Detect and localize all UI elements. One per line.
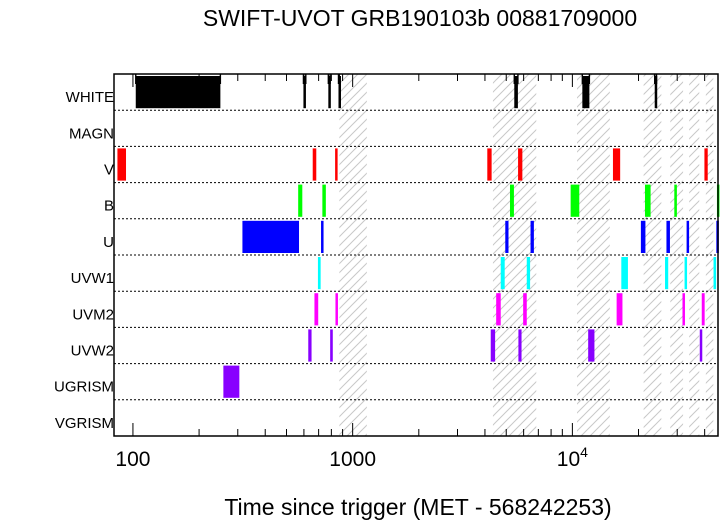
exposure-bar-b [570,184,580,217]
exposure-bar-uvm2 [701,293,705,326]
x-tick-label: 1000 [329,448,376,471]
row-label: UVW1 [71,270,114,287]
exposure-bar-uvw1 [713,257,717,290]
exposure-bar-v [335,148,338,181]
exposure-bar-uvm2 [523,293,527,326]
exposure-bar-ugrism [223,365,240,398]
exposure-bar-uvw1 [317,257,321,290]
exposure-bar-v [487,148,492,181]
exposure-bar-uvm2 [335,293,338,326]
exposure-bar-uvw1 [621,257,628,290]
exposure-bar-white [303,76,306,109]
row-label: U [103,234,114,251]
x-axis-label: Time since trigger (MET - 568242253) [224,494,611,520]
chart-title: SWIFT-UVOT GRB190103b 00881709000 [203,5,637,31]
row-labels: WHITE MAGN V B U UVW1 UVM2 UVW2 UGRISM VGRISM [54,89,114,432]
exposure-bar-uvw2 [518,329,522,362]
bars-layer [117,76,720,398]
exposure-bar-uvw2 [330,329,333,362]
x-tick-label: 100 [115,448,150,471]
exposure-bar-white [654,76,658,109]
exposure-bar-b [322,184,326,217]
exposure-bar-uvw2 [490,329,496,362]
exposure-bar-b [644,184,651,217]
exposure-bar-uvw1 [665,257,669,290]
exposure-bar-v [312,148,317,181]
exposure-bar-b [674,184,677,217]
exposure-bar-v [612,148,621,181]
exposure-bar-uvw2 [588,329,595,362]
gap-region [577,74,610,436]
exposure-bar-white [514,76,518,109]
gap-region [643,74,662,436]
exposure-bar-uvw1 [500,257,505,290]
exposure-bar-uvw1 [684,257,688,290]
exposure-bar-v [117,148,127,181]
row-label: UVM2 [72,306,114,323]
exposure-bar-u [530,220,534,253]
exposure-bar-uvm2 [682,293,685,326]
exposure-bar-white [338,76,341,109]
row-label: UVW2 [71,343,114,360]
plot-frame [113,73,719,437]
exposure-bar-u [686,220,690,253]
gap-region [670,74,684,436]
exposure-bar-u [321,220,324,253]
exposure-bar-white [135,76,221,109]
exposure-bar-u [505,220,509,253]
exposure-bar-white [328,76,331,109]
exposure-bar-white [582,76,590,109]
row-label: VGRISM [55,415,114,432]
exposure-bar-uvw1 [526,257,531,290]
exposure-bar-u [640,220,646,253]
row-label: MAGN [69,125,114,142]
x-axis: 100 1000 104 [115,74,706,471]
exposure-bar-uvm2 [616,293,623,326]
row-label: WHITE [66,89,114,106]
exposure-bar-b [509,184,514,217]
row-label: V [104,162,114,179]
exposure-bar-uvw2 [308,329,312,362]
exposure-bar-uvm2 [496,293,501,326]
exposure-bar-b [298,184,303,217]
row-label: B [104,198,114,215]
exposure-bar-uvm2 [314,293,319,326]
exposure-bar-uvw2 [699,329,703,362]
exposure-bar-v [704,148,708,181]
row-separators [114,109,718,401]
x-tick-label: 104 [557,444,588,471]
exposure-bar-v [518,148,523,181]
row-label: UGRISM [54,379,114,396]
exposure-bar-u [666,220,670,253]
exposure-bar-u [242,220,300,253]
gap-region [705,74,714,436]
